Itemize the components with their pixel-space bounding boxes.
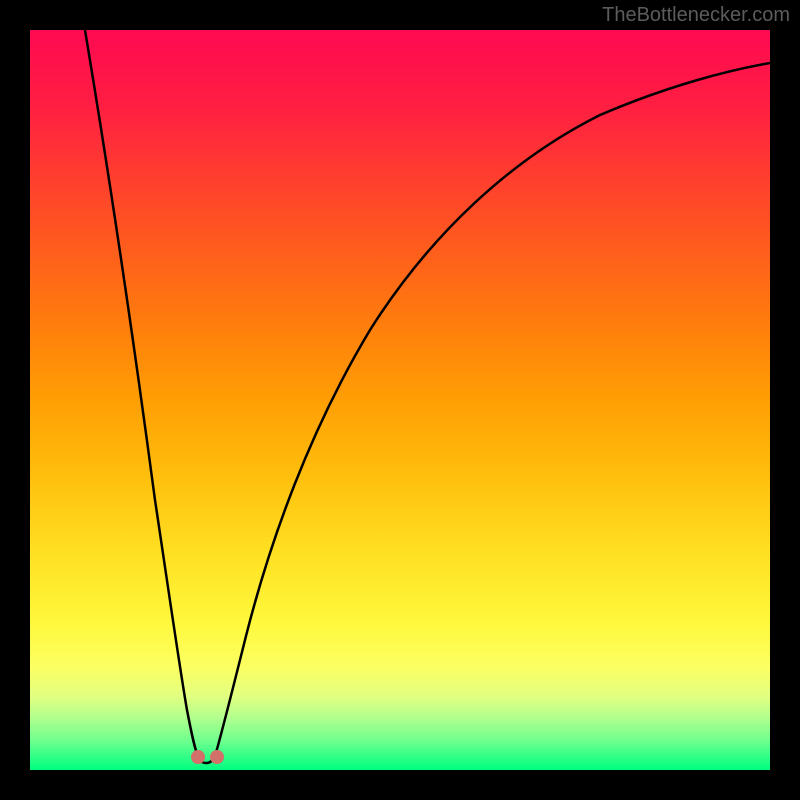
curve-layer <box>30 30 770 770</box>
trough-marker-1 <box>210 750 224 764</box>
attribution-label: TheBottlenecker.com <box>602 4 790 27</box>
plot-area <box>30 30 770 770</box>
right-curve <box>215 63 770 756</box>
trough-marker-0 <box>191 750 205 764</box>
left-curve <box>85 30 198 756</box>
chart-container: TheBottlenecker.com <box>0 0 800 800</box>
